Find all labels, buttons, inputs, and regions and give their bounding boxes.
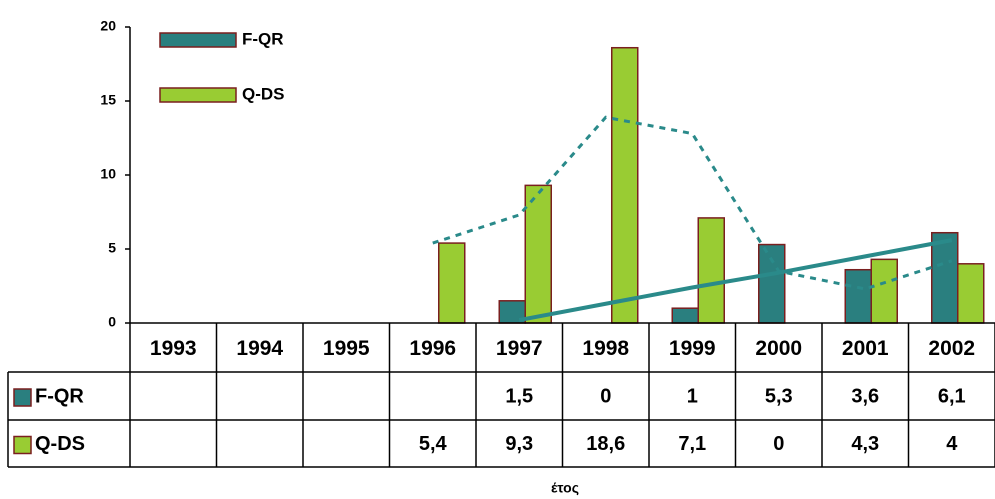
x-tick-label: 1998 <box>582 337 629 360</box>
bar <box>870 258 898 324</box>
y-tick-label: 15 <box>100 92 116 108</box>
x-tick-label: 1995 <box>323 337 370 360</box>
bar <box>611 46 639 324</box>
legend-swatch <box>13 435 32 455</box>
data-label: 18,6 <box>586 433 625 455</box>
bar <box>957 263 985 324</box>
bar <box>758 243 786 324</box>
data-label: 0 <box>773 433 784 455</box>
y-tick-label: 5 <box>108 240 116 256</box>
x-axis-label: έτος <box>551 480 579 496</box>
x-tick-label: 2001 <box>842 337 889 360</box>
data-label: 7,1 <box>678 433 706 455</box>
data-label: 6,1 <box>938 385 966 407</box>
y-tick-label: 20 <box>100 18 116 34</box>
legend-swatch <box>13 388 32 407</box>
legend-swatch <box>159 87 237 103</box>
data-label: 9,3 <box>505 433 533 455</box>
legend-label: F-QR <box>242 29 284 48</box>
data-label: 1 <box>687 385 698 407</box>
data-label: 4 <box>946 433 958 455</box>
legend-label: Q-DS <box>242 84 285 103</box>
legend-label: Q-DS <box>35 433 85 455</box>
x-tick-label: 1996 <box>409 337 456 360</box>
data-label: 3,6 <box>851 385 879 407</box>
bar <box>697 217 725 324</box>
x-tick-label: 1997 <box>496 337 543 360</box>
data-label: 5,3 <box>765 385 793 407</box>
bar <box>438 242 466 324</box>
x-tick-label: 2002 <box>928 337 975 360</box>
y-tick-label: 0 <box>108 314 116 330</box>
data-label: 5,4 <box>419 433 448 455</box>
bar <box>524 184 552 324</box>
bar <box>671 307 699 324</box>
legend-label: F-QR <box>35 385 84 407</box>
x-tick-label: 2000 <box>755 337 802 360</box>
data-label: 4,3 <box>851 433 879 455</box>
legend-swatch <box>159 32 237 48</box>
bar <box>844 268 872 324</box>
x-tick-label: 1999 <box>669 337 716 360</box>
y-tick-label: 10 <box>100 166 116 182</box>
bar <box>931 231 959 324</box>
x-tick-label: 1994 <box>236 337 283 360</box>
x-tick-label: 1993 <box>150 337 197 360</box>
trend-line <box>518 238 953 323</box>
data-label: 0 <box>600 385 611 407</box>
data-label: 1,5 <box>505 385 533 407</box>
